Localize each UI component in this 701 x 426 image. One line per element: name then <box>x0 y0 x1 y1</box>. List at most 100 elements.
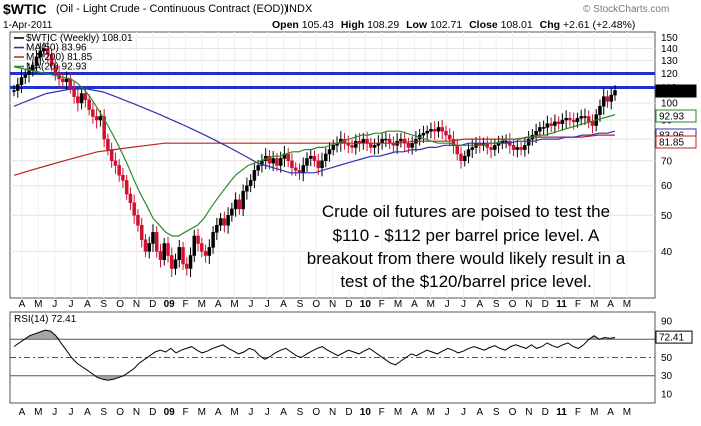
price-x-tick-label: J <box>265 299 270 310</box>
rsi-title: RSI(14) 72.41 <box>14 314 77 325</box>
price-x-tick-label: O <box>509 299 517 310</box>
price-x-tick-label: M <box>230 299 238 310</box>
candle-body <box>583 116 587 118</box>
price-x-tick-label: A <box>280 299 287 310</box>
candle-body <box>575 118 580 123</box>
candle-body <box>207 247 212 256</box>
annotation-line: Crude oil futures are poised to test the <box>322 202 610 221</box>
rsi-axis-tick-label: 90 <box>661 317 673 328</box>
candle-body <box>549 123 553 126</box>
candle-body <box>598 106 602 115</box>
candle-body <box>256 165 260 171</box>
candle-body <box>556 121 561 124</box>
price-x-tick-label: M <box>427 299 435 310</box>
candle-body <box>241 190 245 210</box>
candle-body <box>188 255 193 269</box>
candle-body <box>305 158 309 166</box>
chg-label: Chg <box>539 19 561 31</box>
price-x-tick-label: 11 <box>556 299 567 310</box>
price-axis-tick-label: 130 <box>661 56 678 67</box>
candle-body <box>162 243 166 260</box>
candle-body <box>91 109 95 117</box>
candle-body <box>613 90 617 96</box>
rsi-x-tick-label: M <box>34 407 42 418</box>
candle-body <box>541 127 546 129</box>
rsi-x-tick-label: A <box>476 407 483 418</box>
candle-body <box>384 138 388 141</box>
candle-body <box>151 232 155 244</box>
rsi-x-tick-label: S <box>493 407 500 418</box>
candle-body <box>432 129 437 132</box>
price-axis-tick-label: 40 <box>661 247 673 258</box>
candle-body <box>564 118 568 121</box>
last-value-tag-ma200 <box>655 135 697 149</box>
candle-body <box>372 145 377 148</box>
price-x-tick-label: N <box>525 299 532 310</box>
rsi-x-tick-label: F <box>379 407 385 418</box>
rsi-last-value-label: 72.41 <box>659 333 684 344</box>
instrument-description: (Oil - Light Crude - Continuous Contract… <box>56 3 288 15</box>
chart-header: $WTIC (Oil - Light Crude - Continuous Co… <box>0 0 701 32</box>
legend-label-price: $WTIC (Weekly) 108.01 <box>26 33 133 44</box>
candle-body <box>61 78 65 83</box>
candle-body <box>455 145 459 155</box>
annotation-line: $110 - $112 per barrel price level. A <box>333 226 600 245</box>
candle-body <box>245 185 249 192</box>
rsi-x-tick-label: A <box>280 407 287 418</box>
candle-body <box>369 142 373 148</box>
price-x-tick-label: M <box>394 299 402 310</box>
candle-body <box>177 247 182 260</box>
candle-body <box>200 243 204 252</box>
candle-body <box>470 147 475 150</box>
rsi-x-tick-label: 11 <box>556 407 567 418</box>
price-x-tick-label: F <box>575 299 581 310</box>
candle-body <box>429 129 433 132</box>
price-x-tick-label: A <box>476 299 483 310</box>
rsi-x-tick-label: J <box>445 407 450 418</box>
candle-body <box>64 78 69 83</box>
candle-body <box>579 116 583 119</box>
rsi-x-tick-label: A <box>19 407 26 418</box>
rsi-x-tick-label: J <box>265 407 270 418</box>
candle-body <box>76 96 80 104</box>
candle-body <box>23 74 28 78</box>
candle-body <box>568 118 572 121</box>
rsi-oversold-fill <box>92 375 124 381</box>
candle-body <box>316 160 321 169</box>
candle-body <box>226 215 230 226</box>
candle-body <box>601 96 606 107</box>
rsi-x-tick-label: J <box>461 407 466 418</box>
candle-body <box>320 160 324 169</box>
price-x-tick-label: S <box>493 299 500 310</box>
candle-body <box>102 116 106 140</box>
candle-body <box>590 121 595 126</box>
rsi-x-tick-label: O <box>312 407 320 418</box>
price-x-tick-label: N <box>329 299 336 310</box>
high-label: High <box>340 19 365 31</box>
candle-body <box>459 153 463 162</box>
candle-body <box>192 235 197 256</box>
symbol-title: $WTIC <box>3 1 47 17</box>
price-x-tick-label: O <box>116 299 124 310</box>
watermark: © StockCharts.com <box>583 4 670 15</box>
candle-body <box>312 155 317 162</box>
candle-body <box>406 142 411 148</box>
candle-body <box>147 243 151 252</box>
candle-body <box>293 167 298 171</box>
close-value: 108.01 <box>500 19 533 31</box>
candle-body <box>233 199 238 210</box>
candle-body <box>519 147 523 150</box>
ma20-line <box>13 66 616 237</box>
close-label: Close <box>469 19 498 31</box>
candle-body <box>203 251 208 256</box>
candle-body <box>109 149 114 162</box>
candle-body <box>170 255 174 269</box>
candle-body <box>98 116 103 121</box>
candle-body <box>571 119 576 123</box>
candle-body <box>181 247 185 265</box>
price-x-tick-label: D <box>149 299 156 310</box>
annotation-line: test of the $120/barrel price level. <box>340 272 591 291</box>
rsi-x-tick-label: N <box>525 407 532 418</box>
candle-body <box>139 225 144 240</box>
candle-body <box>94 116 99 121</box>
